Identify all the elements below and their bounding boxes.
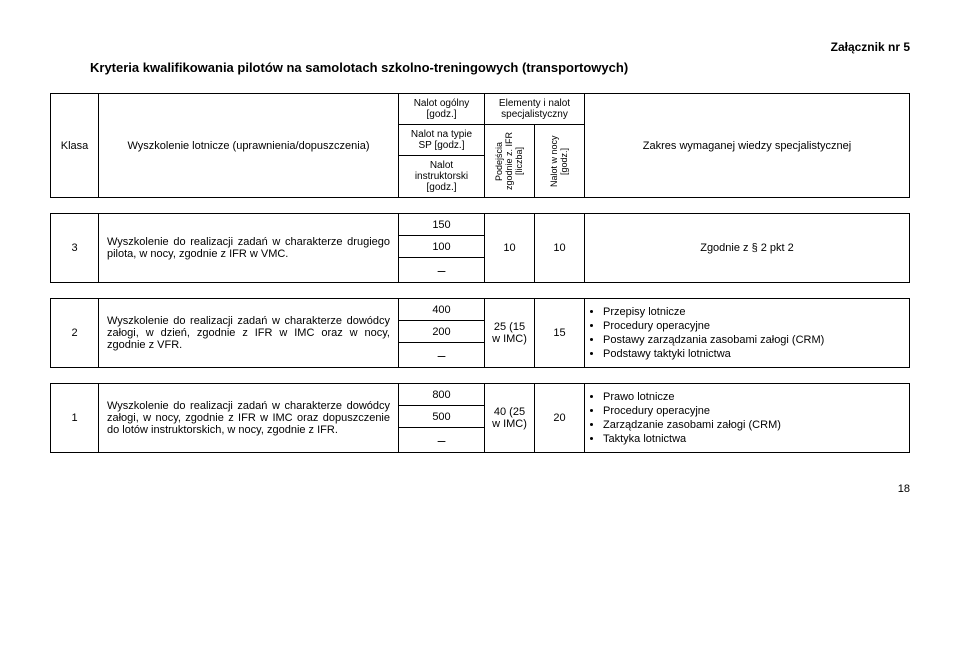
- hdr-nalot-ogolny: Nalot ogólny [godz.]: [399, 94, 485, 125]
- cell-knowledge: Przepisy lotnicze Procedury operacyjne P…: [585, 299, 910, 368]
- knowledge-item: Procedury operacyjne: [603, 320, 903, 332]
- table-row: 2 Wyszkolenie do realizacji zadań w char…: [51, 299, 910, 321]
- knowledge-item: Procedury operacyjne: [603, 405, 903, 417]
- cell-desc: Wyszkolenie do realizacji zadań w charak…: [99, 214, 399, 283]
- hdr-zakres: Zakres wymaganej wiedzy specjalistycznej: [585, 94, 910, 198]
- knowledge-item: Postawy zarządzania zasobami załogi (CRM…: [603, 334, 903, 346]
- knowledge-item: Zarządzanie zasobami załogi (CRM): [603, 419, 903, 431]
- cell-knowledge: Zgodnie z § 2 pkt 2: [585, 214, 910, 283]
- page-number: 18: [50, 483, 910, 495]
- cell-desc: Wyszkolenie do realizacji zadań w charak…: [99, 299, 399, 368]
- cell-klasa: 3: [51, 214, 99, 283]
- knowledge-item: Podstawy taktyki lotnictwa: [603, 348, 903, 360]
- cell-knowledge: Prawo lotnicze Procedury operacyjne Zarz…: [585, 384, 910, 453]
- attachment-label: Załącznik nr 5: [50, 40, 910, 54]
- cell-podejscia: 40 (25 w IMC): [485, 384, 535, 453]
- hdr-wyszkolenie: Wyszkolenie lotnicze (uprawnienia/dopusz…: [99, 94, 399, 198]
- cell-desc: Wyszkolenie do realizacji zadań w charak…: [99, 384, 399, 453]
- cell-nocy: 10: [535, 214, 585, 283]
- hdr-klasa: Klasa: [51, 94, 99, 198]
- cell-v3: –: [399, 428, 485, 453]
- cell-v1: 150: [399, 214, 485, 236]
- hdr-nalot-typie: Nalot na typie SP [godz.]: [399, 125, 485, 156]
- cell-v2: 100: [399, 236, 485, 258]
- hdr-nalot-nocy: Nalot w nocy [godz.]: [535, 125, 585, 198]
- cell-v2: 500: [399, 406, 485, 428]
- cell-v1: 800: [399, 384, 485, 406]
- knowledge-item: Taktyka lotnictwa: [603, 433, 903, 445]
- cell-podejscia: 10: [485, 214, 535, 283]
- cell-v2: 200: [399, 321, 485, 343]
- cell-podejscia: 25 (15 w IMC): [485, 299, 535, 368]
- criteria-table: Klasa Wyszkolenie lotnicze (uprawnienia/…: [50, 93, 910, 453]
- cell-nocy: 15: [535, 299, 585, 368]
- table-row: 3 Wyszkolenie do realizacji zadań w char…: [51, 214, 910, 236]
- knowledge-item: Prawo lotnicze: [603, 391, 903, 403]
- hdr-nalot-instr: Nalot instruktorski [godz.]: [399, 156, 485, 198]
- hdr-elementy: Elementy i nalot specjalistyczny: [485, 94, 585, 125]
- knowledge-item: Przepisy lotnicze: [603, 306, 903, 318]
- cell-klasa: 2: [51, 299, 99, 368]
- cell-v1: 400: [399, 299, 485, 321]
- hdr-podejscia: Podejścia zgodnie z. IFR [liczba]: [485, 125, 535, 198]
- cell-nocy: 20: [535, 384, 585, 453]
- page-title: Kryteria kwalifikowania pilotów na samol…: [90, 60, 910, 75]
- cell-v3: –: [399, 343, 485, 368]
- table-row: 1 Wyszkolenie do realizacji zadań w char…: [51, 384, 910, 406]
- cell-v3: –: [399, 258, 485, 283]
- cell-klasa: 1: [51, 384, 99, 453]
